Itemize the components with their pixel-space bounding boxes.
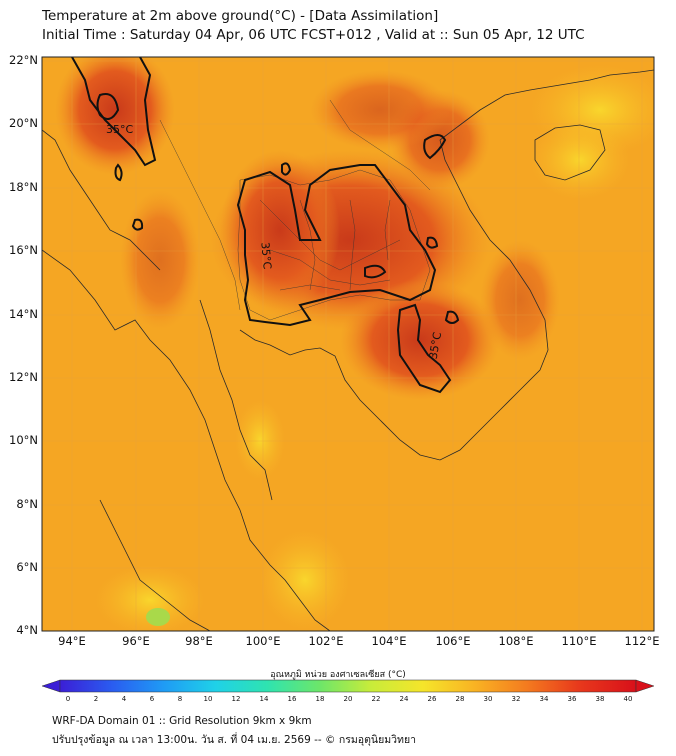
- colorbar-tick-label: 26: [427, 695, 437, 703]
- map-field: 35°C 35°C 35°C: [42, 57, 654, 631]
- longitude-label: 102°E: [308, 634, 344, 648]
- colorbar-tick-label: 32: [511, 695, 521, 703]
- coastlines: [42, 69, 654, 631]
- latitude-label: 12°N: [9, 370, 38, 384]
- colorbar-tick-label: 34: [539, 695, 549, 703]
- colorbar-tick-label: 20: [343, 695, 353, 703]
- longitude-label: 112°E: [624, 634, 660, 648]
- colorbar-tick-label: 30: [483, 695, 493, 703]
- contour-label: 35°C: [258, 242, 273, 271]
- latitude-label: 6°N: [16, 560, 38, 574]
- latitude-label: 8°N: [16, 497, 38, 511]
- colorbar-tick-label: 0: [65, 695, 71, 703]
- colorbar-tick-label: 10: [203, 695, 213, 703]
- longitude-label: 110°E: [561, 634, 597, 648]
- footer-model-info: WRF-DA Domain 01 :: Grid Resolution 9km …: [52, 715, 312, 727]
- longitude-label: 100°E: [245, 634, 281, 648]
- latitude-label: 20°N: [9, 116, 38, 130]
- colorbar-tick-label: 22: [371, 695, 381, 703]
- longitude-label: 94°E: [58, 634, 86, 648]
- colorbar-tick-label: 8: [177, 695, 183, 703]
- latitude-label: 16°N: [9, 243, 38, 257]
- map-subtitle: Initial Time : Saturday 04 Apr, 06 UTC F…: [42, 27, 585, 43]
- colorbar-tick-label: 38: [595, 695, 605, 703]
- cool-spot: [146, 608, 170, 626]
- province-borders: [159, 99, 431, 321]
- latitude-label: 18°N: [9, 180, 38, 194]
- map-title: Temperature at 2m above ground(°C) - [Da…: [42, 8, 439, 24]
- colorbar-title: อุณหภูมิ หน่วย องศาเซลเซียส (°C): [270, 670, 406, 680]
- latitude-label: 22°N: [9, 53, 38, 67]
- longitude-label: 108°E: [498, 634, 534, 648]
- colorbar-tick-label: 18: [315, 695, 325, 703]
- colorbar-max-arrow: [635, 679, 655, 693]
- colorbar: [59, 679, 637, 693]
- colorbar-tick-label: 12: [231, 695, 241, 703]
- colorbar-tick-label: 40: [623, 695, 633, 703]
- colorbar-tick-label: 14: [259, 695, 269, 703]
- contour-label: 35°C: [106, 123, 133, 136]
- longitude-label: 98°E: [185, 634, 213, 648]
- latitude-label: 4°N: [16, 623, 38, 637]
- graticule: [42, 57, 654, 631]
- colorbar-tick-label: 2: [93, 695, 99, 703]
- colorbar-tick-label: 24: [399, 695, 409, 703]
- colorbar-tick-label: 28: [455, 695, 465, 703]
- map-frame: [41, 56, 655, 632]
- contour-35c: [71, 57, 460, 394]
- longitude-label: 96°E: [122, 634, 150, 648]
- latitude-label: 14°N: [9, 307, 38, 321]
- colorbar-tick-label: 36: [567, 695, 577, 703]
- colorbar-tick-label: 16: [287, 695, 297, 703]
- colorbar-tick-label: 6: [149, 695, 155, 703]
- colorbar-tick-label: 4: [121, 695, 127, 703]
- latitude-label: 10°N: [9, 433, 38, 447]
- contour-label: 35°C: [427, 331, 445, 360]
- colorbar-min-arrow: [41, 679, 61, 693]
- longitude-label: 104°E: [371, 634, 407, 648]
- footer-update-info: ปรับปรุงข้อมูล ณ เวลา 13:00น. วัน ส. ที่…: [52, 734, 417, 746]
- longitude-label: 106°E: [435, 634, 471, 648]
